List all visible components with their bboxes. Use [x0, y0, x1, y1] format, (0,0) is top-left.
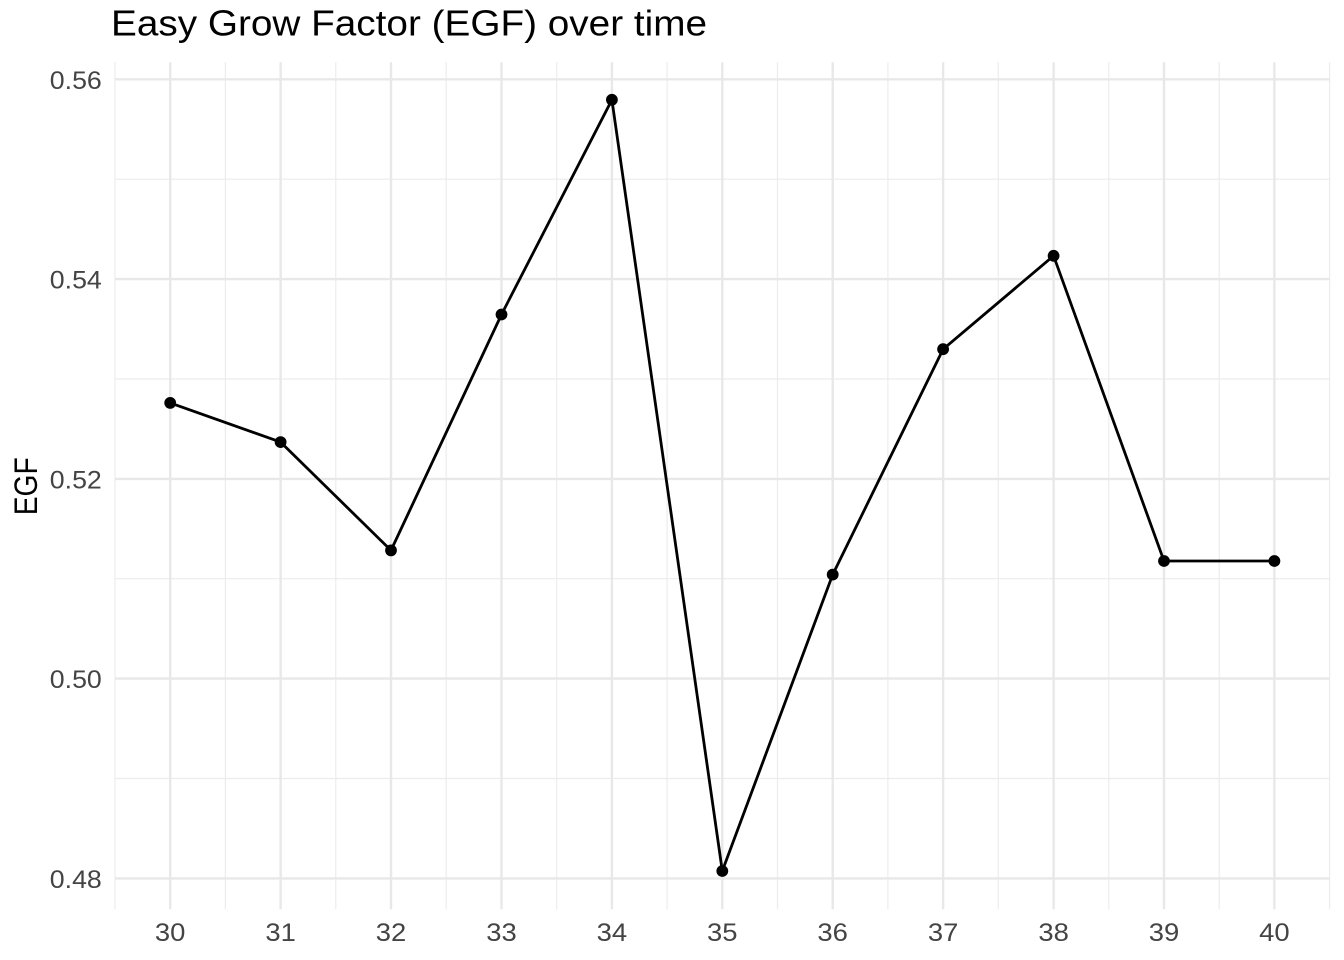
svg-text:Easy Grow Factor (EGF) over ti: Easy Grow Factor (EGF) over time	[111, 3, 707, 44]
svg-text:31: 31	[265, 919, 296, 947]
svg-text:40: 40	[1259, 919, 1290, 947]
svg-text:35: 35	[707, 919, 738, 947]
svg-text:32: 32	[376, 919, 407, 947]
svg-text:0.48: 0.48	[50, 866, 102, 894]
svg-text:0.54: 0.54	[50, 267, 102, 295]
svg-text:33: 33	[486, 919, 517, 947]
svg-text:38: 38	[1038, 919, 1069, 947]
svg-text:39: 39	[1149, 919, 1180, 947]
svg-text:0.52: 0.52	[50, 466, 102, 494]
svg-text:EGF: EGF	[7, 457, 44, 515]
svg-text:37: 37	[928, 919, 959, 947]
svg-text:0.56: 0.56	[50, 67, 102, 95]
svg-text:30: 30	[155, 919, 186, 947]
svg-text:0.50: 0.50	[50, 666, 102, 694]
svg-text:36: 36	[817, 919, 848, 947]
svg-text:34: 34	[597, 919, 628, 947]
